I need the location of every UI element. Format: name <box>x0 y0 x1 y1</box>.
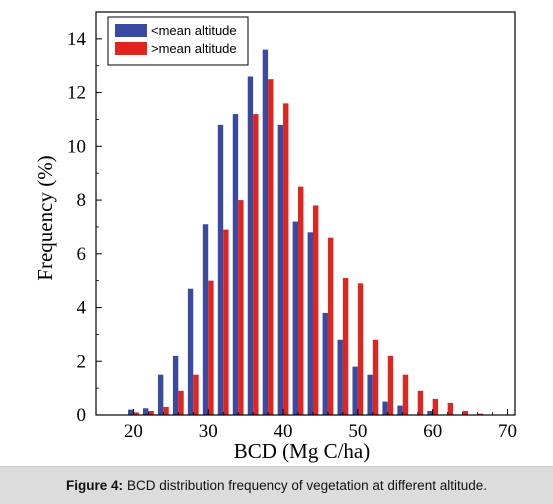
bar-above-42 <box>298 186 304 415</box>
bar-above-58 <box>417 390 424 415</box>
bar-below-46 <box>322 312 328 415</box>
bar-above-36 <box>253 114 259 415</box>
bar-above-26 <box>178 390 184 415</box>
legend-swatch <box>115 24 147 37</box>
bar-below-22 <box>142 408 149 415</box>
bar-above-56 <box>402 374 409 415</box>
bar-above-24 <box>163 406 169 415</box>
y-tick-label: 10 <box>67 136 86 157</box>
bar-below-28 <box>187 288 194 415</box>
bar-below-54 <box>382 401 388 415</box>
y-tick-label: 2 <box>77 351 87 372</box>
caption-text: BCD distribution frequency of vegetation… <box>127 478 487 493</box>
bar-below-52 <box>367 374 373 415</box>
caption-label: Figure 4: <box>66 478 124 493</box>
y-tick-label: 6 <box>77 244 87 265</box>
bar-above-62 <box>447 402 454 415</box>
legend: <mean altitude >mean altitude <box>107 16 249 66</box>
y-tick-label: 8 <box>77 190 87 211</box>
bar-above-38 <box>268 79 274 416</box>
x-tick-label: 40 <box>274 421 293 442</box>
bar-above-54 <box>387 355 394 415</box>
bar-above-28 <box>193 374 199 415</box>
x-tick-label: 20 <box>124 421 143 442</box>
plot-frame <box>95 11 516 416</box>
bar-above-66 <box>477 413 483 415</box>
bar-above-52 <box>372 339 379 415</box>
bar-above-20 <box>133 412 139 415</box>
bar-below-56 <box>397 405 403 415</box>
legend-label: <mean altitude <box>151 23 237 38</box>
bar-above-64 <box>462 410 469 415</box>
bar-above-44 <box>312 205 319 415</box>
bar-below-36 <box>247 76 254 415</box>
histogram-chart: 20 30 40 50 60 70 0 2 4 6 8 10 12 14 <mean altitude >m… <box>33 11 517 463</box>
bar-above-30 <box>208 280 214 415</box>
bar-below-20 <box>128 409 134 415</box>
x-tick-label: 70 <box>498 421 517 442</box>
bar-below-30 <box>202 224 209 415</box>
y-tick-label: 4 <box>77 298 87 319</box>
y-tick-label: 12 <box>67 83 86 104</box>
bar-above-48 <box>342 277 349 415</box>
bar-below-26 <box>172 355 179 415</box>
figure-caption: Figure 4: BCD distribution frequency of … <box>0 466 553 504</box>
y-tick-label: 14 <box>67 29 87 50</box>
bar-above-50 <box>357 283 364 415</box>
bars-group <box>128 49 483 416</box>
bar-below-24 <box>157 374 164 415</box>
x-tick-label: 30 <box>199 421 218 442</box>
bar-below-50 <box>352 366 358 415</box>
legend-swatch <box>115 42 147 55</box>
bar-below-48 <box>337 339 343 415</box>
x-tick-label: 60 <box>423 421 442 442</box>
bar-below-34 <box>232 114 239 415</box>
y-axis-title: Frequency (%) <box>33 155 57 280</box>
bar-below-42 <box>292 221 299 415</box>
legend-label: >mean altitude <box>151 41 237 56</box>
bar-above-40 <box>283 103 289 415</box>
axes-group: 20 30 40 50 60 70 0 2 4 6 8 10 12 14 <box>67 11 517 442</box>
y-tick-label: 0 <box>77 405 87 426</box>
bar-above-22 <box>148 410 154 415</box>
bar-above-32 <box>223 229 229 415</box>
bar-above-34 <box>238 200 244 415</box>
bar-below-44 <box>307 232 313 415</box>
bar-below-60 <box>427 410 433 415</box>
bar-above-60 <box>432 398 439 415</box>
x-tick-label: 50 <box>348 421 367 442</box>
bar-below-38 <box>262 49 269 416</box>
bar-below-40 <box>277 124 284 415</box>
x-axis-title: BCD (Mg C/ha) <box>234 439 371 463</box>
bar-above-46 <box>327 237 334 415</box>
bar-below-32 <box>217 124 224 415</box>
